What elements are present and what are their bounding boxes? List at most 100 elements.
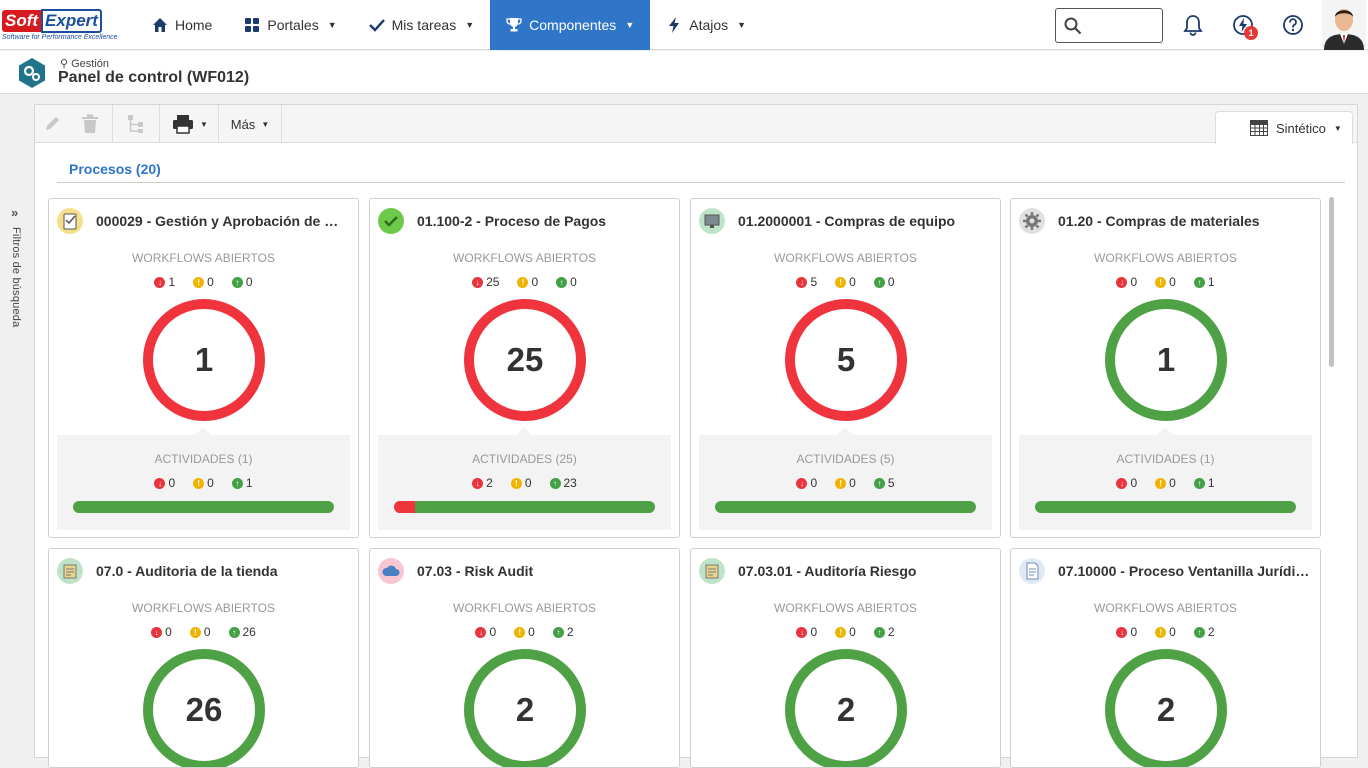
ontime-count-value: 1 [1207,275,1215,289]
expand-chevron-icon[interactable]: » [11,205,19,220]
late-count[interactable]: ↓ 0 [151,625,172,639]
ontime-count[interactable]: ↑ 2 [552,625,574,639]
process-card[interactable]: 01.100-2 - Proceso de Pagos WORKFLOWS ABI… [369,198,680,538]
search-filters-rail[interactable]: » Filtros de búsqueda [0,95,33,768]
view-mode-tab[interactable]: Sintético ▼ [1215,111,1353,144]
ontime-count[interactable]: ↑ 1 [1193,476,1215,490]
process-card[interactable]: 01.2000001 - Compras de equipo WORKFLOWS … [690,198,1001,538]
total-ring[interactable]: 2 [464,649,586,767]
warning-count[interactable]: ! 0 [1155,625,1176,639]
activities-label: ACTIVIDADES (1) [154,452,253,466]
edit-button[interactable] [35,105,69,143]
avatar[interactable] [1322,0,1366,50]
nav-mis-tareas-label: Mis tareas [391,16,457,33]
process-title[interactable]: 07.10000 - Proceso Ventanilla Jurídi… [1058,563,1310,579]
page-title: Panel de control (WF012) [58,69,250,86]
warning-count-value: 0 [524,476,532,490]
late-count[interactable]: ↓ 0 [1116,275,1137,289]
warning-count[interactable]: ! 0 [1155,275,1176,289]
activities-label: ACTIVIDADES (5) [796,452,895,466]
total-ring[interactable]: 25 [464,299,586,421]
activities-label: ACTIVIDADES (1) [1116,452,1215,466]
warning-count[interactable]: ! 0 [514,625,535,639]
ontime-count-value: 1 [245,476,253,490]
print-button[interactable]: ▼ [165,105,215,143]
warning-count[interactable]: ! 0 [189,625,211,639]
arrow-up-icon: ↑ [873,477,885,489]
help-icon[interactable] [1282,14,1304,36]
processes-section-title[interactable]: Procesos (20) [69,161,161,177]
process-title[interactable]: 01.20 - Compras de materiales [1058,213,1260,229]
total-ring[interactable]: 1 [1105,299,1227,421]
breadcrumb[interactable]: ⚲ Gestión [60,57,109,70]
ontime-count[interactable]: ↑ 1 [231,476,253,490]
ontime-count-value: 2 [887,625,895,639]
bell-icon[interactable] [1182,14,1204,36]
gear-icon [1019,208,1045,234]
late-count[interactable]: ↓ 2 [472,476,493,490]
warning-count[interactable]: ! 0 [835,625,856,639]
hierarchy-button[interactable] [119,105,153,143]
late-count[interactable]: ↓ 0 [475,625,496,639]
late-count[interactable]: ↓ 0 [1116,476,1137,490]
process-card[interactable]: 07.0 - Auditoria de la tienda WORKFLOWS A… [48,548,359,768]
ontime-count[interactable]: ↑ 0 [556,275,577,289]
nav-componentes[interactable]: Componentes ▼ [490,0,651,50]
ontime-count[interactable]: ↑ 5 [873,476,895,490]
process-title[interactable]: 01.100-2 - Proceso de Pagos [417,213,607,229]
document-icon [1019,558,1045,584]
total-ring[interactable]: 5 [785,299,907,421]
warning-count[interactable]: ! 0 [835,275,856,289]
alerts-icon[interactable] [1232,14,1254,36]
ontime-count[interactable]: ↑ 0 [231,275,253,289]
warning-count[interactable]: ! 0 [517,275,538,289]
late-count[interactable]: ↓ 5 [796,275,817,289]
nav-mis-tareas[interactable]: Mis tareas ▼ [353,0,491,50]
ontime-count[interactable]: ↑ 2 [1193,625,1215,639]
logo-expert: Expert [41,8,102,33]
nav-atajos[interactable]: Atajos ▼ [650,0,762,50]
total-ring[interactable]: 2 [785,649,907,767]
process-card[interactable]: 07.03.01 - Auditoría Riesgo WORKFLOWS ABI… [690,548,1001,768]
ontime-count[interactable]: ↑ 2 [873,625,895,639]
nav-home[interactable]: Home [136,0,228,50]
home-icon [153,17,167,32]
warning-count[interactable]: ! 0 [193,476,214,490]
ontime-count[interactable]: ↑ 23 [549,476,577,490]
process-card[interactable]: 07.10000 - Proceso Ventanilla Jurídi… WOR… [1010,548,1321,768]
ontime-count[interactable]: ↑ 1 [1193,275,1215,289]
total-ring[interactable]: 1 [143,299,265,421]
logo-soft: Soft [2,9,42,32]
total-ring[interactable]: 2 [1105,649,1227,767]
warning-count[interactable]: ! 0 [193,275,214,289]
process-title[interactable]: 07.0 - Auditoria de la tienda [96,563,278,579]
warning-count[interactable]: ! 0 [510,476,532,490]
process-title[interactable]: 01.2000001 - Compras de equipo [738,213,956,229]
delete-button[interactable] [73,105,107,143]
arrow-down-icon: ↓ [1116,276,1128,288]
process-card[interactable]: 07.03 - Risk Audit WORKFLOWS ABIERTOS ↓ 0! 0… [369,548,680,768]
late-count[interactable]: ↓ 0 [1116,625,1137,639]
process-title[interactable]: 07.03 - Risk Audit [417,563,534,579]
softexpert-logo[interactable]: Soft Expert Software for Performance Exce… [0,0,136,50]
late-count[interactable]: ↓ 0 [796,625,817,639]
scrollbar[interactable] [1329,197,1334,367]
nav-portales[interactable]: Portales ▼ [228,0,352,50]
ontime-count[interactable]: ↑ 0 [873,275,895,289]
arrow-down-icon: ↓ [151,626,163,638]
process-title[interactable]: 07.03.01 - Auditoría Riesgo [738,563,917,579]
process-title[interactable]: 000029 - Gestión y Aprobación de … [96,213,339,229]
grid-icon [245,17,260,32]
warning-count[interactable]: ! 0 [1155,476,1176,490]
ontime-count[interactable]: ↑ 26 [228,625,256,639]
process-card[interactable]: 000029 - Gestión y Aprobación de … WORKFL… [48,198,359,538]
more-menu-button[interactable]: Más ▼ [219,105,281,143]
search-input[interactable] [1055,8,1163,43]
total-ring[interactable]: 26 [143,649,265,767]
late-count[interactable]: ↓ 0 [154,476,175,490]
late-count[interactable]: ↓ 25 [472,275,499,289]
late-count[interactable]: ↓ 1 [154,275,175,289]
late-count[interactable]: ↓ 0 [796,476,817,490]
warning-count[interactable]: ! 0 [835,476,856,490]
process-card[interactable]: 01.20 - Compras de materiales WORKFLOWS A… [1010,198,1321,538]
